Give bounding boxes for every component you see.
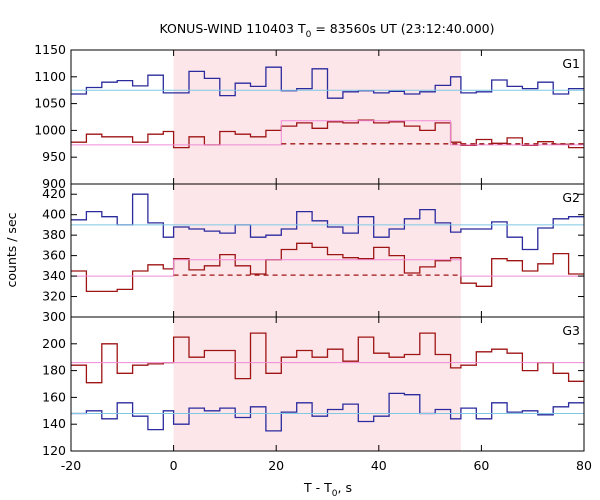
panel-g1-ytick-label: 1050	[34, 96, 66, 111]
panel-g2-ytick-label: 400	[42, 207, 66, 222]
panel-g1-ytick-label: 1100	[34, 69, 66, 84]
plot-area: 900 950 1000 1050 1100 1150 G1 300 320 340 360 380 4…	[34, 42, 592, 473]
panel-g2-ytick-label: 320	[42, 289, 66, 304]
x-axis-label: T - T0, s	[303, 480, 352, 499]
panel-g1-series-blue-step-0	[71, 66, 584, 99]
panel-g3-ytick-label: 160	[42, 389, 66, 404]
panel-g1-ytick-label: 900	[42, 176, 66, 191]
panel-g3-ytick-label: 200	[42, 336, 66, 351]
panel-g1-highlight-region	[173, 50, 461, 184]
panel-g3-frame	[70, 316, 585, 452]
panel-g1-ytick-label: 1000	[34, 122, 66, 137]
panel-g3-ytick-label: 180	[42, 363, 66, 378]
chart-title: KONUS-WIND 110403 T0 = 83560s UT (23:12:…	[159, 21, 494, 40]
xtick-label: 20	[268, 458, 284, 473]
panel-g2-ytick-label: 380	[42, 227, 66, 242]
panel-g1-ytick-label: 950	[42, 149, 66, 164]
panel-g2-series-red-step-1	[71, 242, 584, 293]
panel-g3-series-red-step-1	[71, 332, 584, 384]
panel-g3-ytick-label: 140	[42, 416, 66, 431]
panel-g2-ytick-label: 300	[42, 309, 66, 324]
panel-g2-series-blue-step-0	[71, 193, 584, 251]
panel-g2-ytick-label: 340	[42, 268, 66, 283]
xtick-label: 80	[576, 458, 592, 473]
xtick-label: 60	[473, 458, 489, 473]
y-axis-label: counts / sec	[4, 212, 19, 287]
panel-g2-label: G2	[562, 190, 580, 205]
xtick-label: 40	[371, 458, 387, 473]
panel-g1-ytick-label: 1150	[34, 42, 66, 57]
panel-g2-ytick-label: 360	[42, 248, 66, 263]
panel-g2-series-pink-step-3	[71, 259, 584, 277]
panel-g1-series-pink-step-3	[71, 120, 584, 146]
panel-g3-ytick-label: 120	[42, 443, 66, 458]
panel-g3-series-blue-step-0	[71, 392, 584, 432]
panel-g3-highlight-region	[173, 317, 461, 451]
panel-g2-highlight-region	[173, 184, 461, 317]
panel-g2-ytick-label: 420	[42, 186, 66, 201]
panel-g3-label: G3	[562, 323, 580, 338]
xtick-label: 0	[170, 458, 178, 473]
xtick-label: -20	[61, 458, 81, 473]
panel-g1-label: G1	[562, 56, 580, 71]
